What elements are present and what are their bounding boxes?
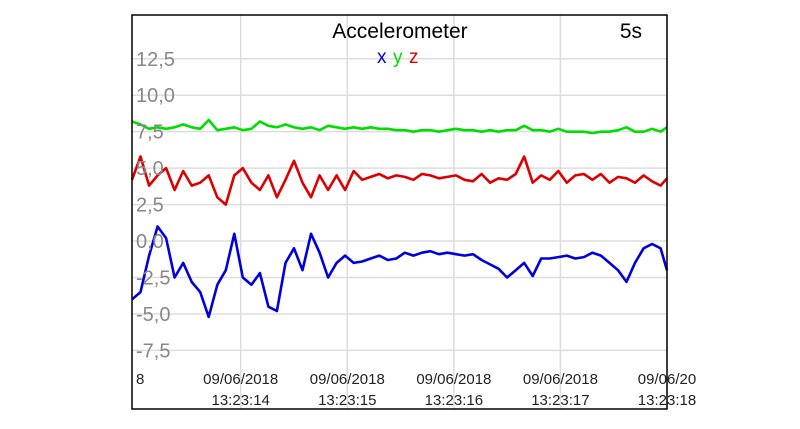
- y-tick-label: 7,5: [136, 122, 164, 144]
- series-layer: [130, 118, 669, 319]
- series-line-z: [130, 155, 668, 206]
- x-tick-time-label: 13:23:16: [425, 392, 483, 409]
- legend-entry-y: y: [393, 47, 403, 68]
- legend-entry-z: z: [409, 47, 419, 68]
- grid: [132, 15, 668, 409]
- window-label: 5s: [620, 20, 642, 43]
- x-tick-time-label: 13:23:15: [318, 392, 376, 409]
- x-axis-ticks: 8 09/06/2018 13:23:14 09/06/2018 13:23:15 09/…: [136, 371, 696, 409]
- y-tick-label: 5,0: [136, 158, 164, 180]
- x-tick-date-label: 09/06/2018: [203, 371, 278, 388]
- x-tick-time-label: 13:23:17: [531, 392, 589, 409]
- chart-title: Accelerometer: [332, 20, 467, 43]
- legend-entry-x: x: [377, 47, 387, 68]
- y-tick-label: 0,0: [136, 231, 164, 253]
- plot-frame: [131, 14, 668, 410]
- y-tick-label: -2,5: [136, 268, 170, 290]
- x-tick-time-label: 13:23:14: [212, 392, 270, 409]
- y-axis-ticks: 12,5 10,0 7,5 5,0 2,5 0,0 -2,5 -5,0 -7,5: [136, 49, 175, 363]
- series-line-x: [131, 225, 669, 319]
- x-tick-date-label: 09/06/2018: [523, 371, 598, 388]
- y-tick-label: -7,5: [136, 340, 170, 362]
- series-line-y: [131, 118, 668, 135]
- y-tick-label: 12,5: [136, 49, 175, 71]
- y-tick-label: 10,0: [136, 85, 175, 107]
- y-tick-label: 2,5: [136, 195, 164, 217]
- x-tick-date-label: 09/06/2018: [416, 371, 491, 388]
- x-tick-date-label: 09/06/2018: [310, 371, 385, 388]
- x-tick-date-label: 8: [136, 371, 144, 388]
- y-tick-label: -5,0: [136, 304, 170, 326]
